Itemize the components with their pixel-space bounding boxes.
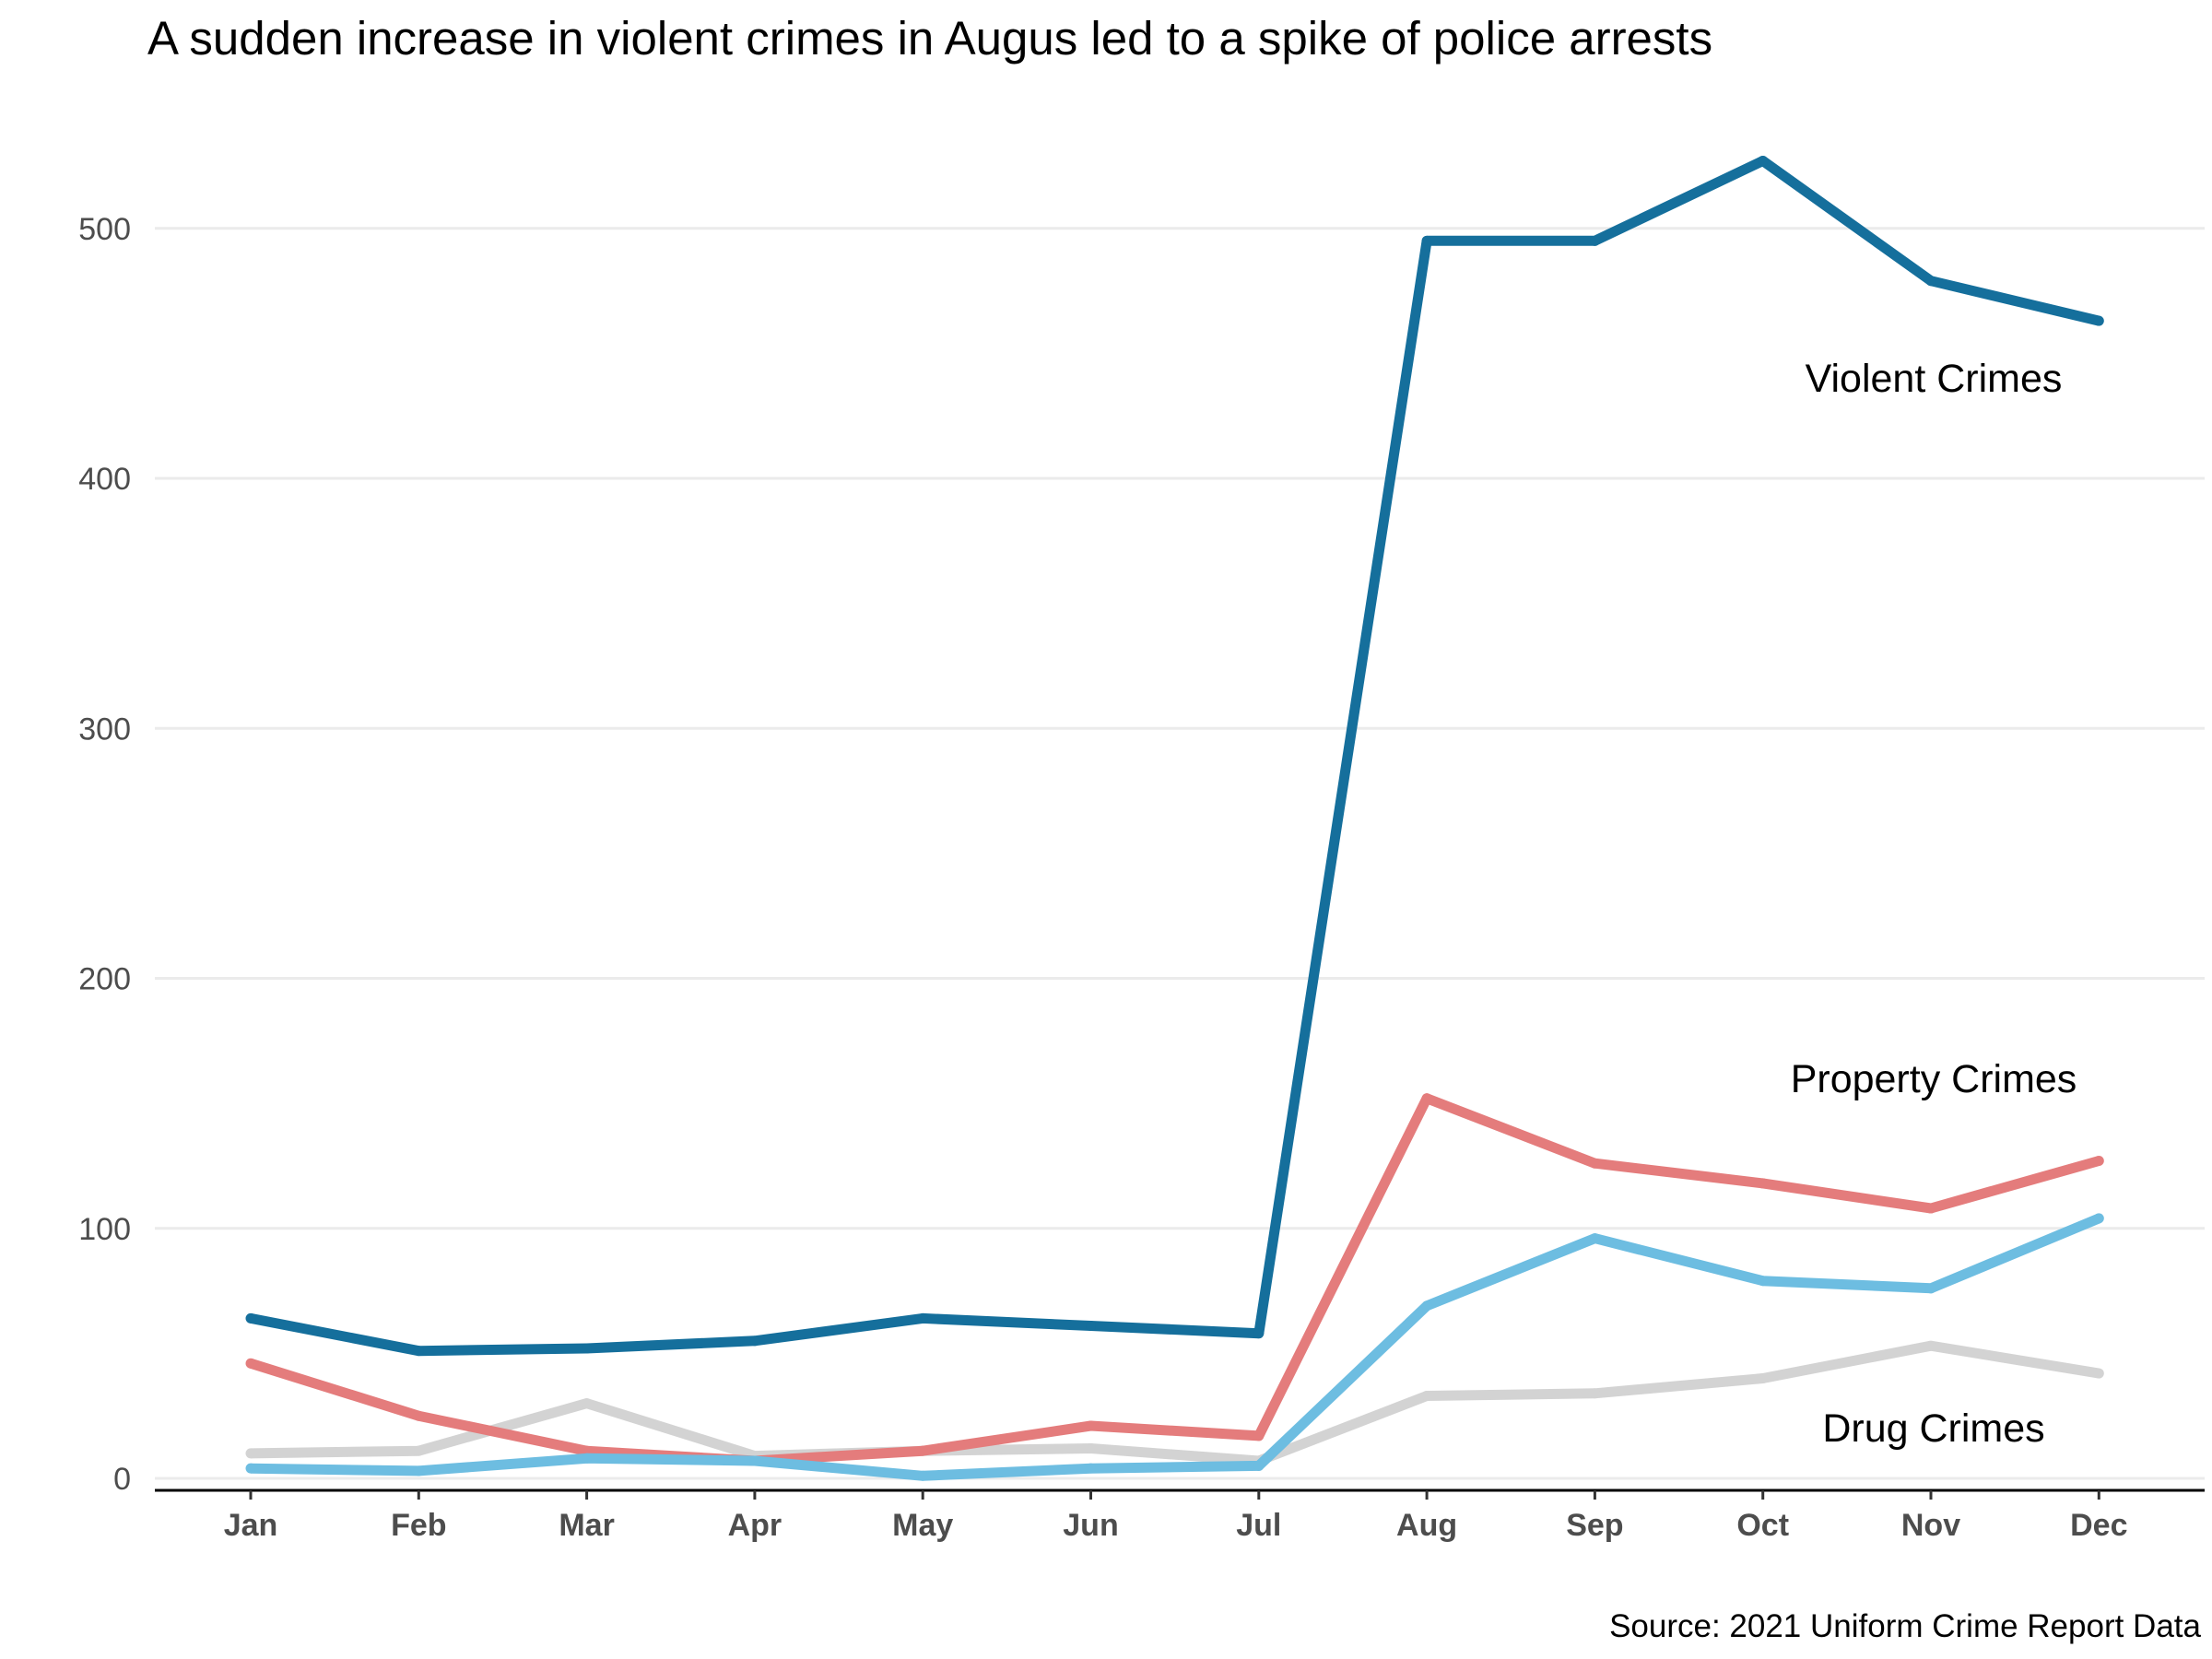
x-tick-label-nov: Nov (1901, 1508, 1960, 1543)
series-label-drug-crimes: Drug Crimes (1822, 1406, 2044, 1451)
y-tick-label-0: 0 (113, 1462, 131, 1497)
series-line-drug-gray (250, 1340, 2100, 1466)
data-point-drug-gray-mar (582, 1398, 593, 1409)
data-point-violent-crimes-mar (582, 1343, 593, 1354)
data-point-violent-crimes-jul (1253, 1328, 1265, 1339)
data-point-drug-crimes-feb (413, 1465, 424, 1477)
series-line-drug-crimes (250, 1213, 2101, 1481)
data-point-drug-crimes-oct (1758, 1276, 1769, 1287)
data-point-violent-crimes-dec (2093, 315, 2104, 326)
x-tick-label-jan: Jan (224, 1508, 278, 1543)
series-line-property-crimes (249, 1093, 2100, 1466)
data-point-property-crimes-may (917, 1445, 928, 1456)
data-point-drug-gray-jun (1086, 1442, 1096, 1453)
series-line-violent-crimes (249, 156, 2100, 1357)
data-point-drug-gray-jan (245, 1448, 256, 1459)
data-point-property-crimes-sep (1589, 1158, 1600, 1169)
y-tick-label-100: 100 (78, 1212, 131, 1247)
data-point-violent-crimes-aug (1421, 235, 1432, 246)
data-point-violent-crimes-jun (1086, 1321, 1096, 1332)
data-point-property-crimes-aug (1421, 1093, 1432, 1104)
data-point-drug-crimes-dec (2093, 1213, 2104, 1224)
x-tick-label-sep: Sep (1566, 1508, 1623, 1543)
x-tick-label-jun: Jun (1063, 1508, 1118, 1543)
series-lines (245, 156, 2104, 1481)
data-point-drug-crimes-sep (1589, 1233, 1600, 1244)
data-point-property-crimes-nov (1925, 1203, 1936, 1214)
y-axis-ticks: 0 100 200 300 400 500 (78, 212, 131, 1497)
data-point-violent-crimes-nov (1925, 276, 1936, 287)
data-point-drug-crimes-nov (1925, 1283, 1936, 1294)
y-tick-label-400: 400 (78, 462, 131, 497)
y-tick-label-500: 500 (78, 212, 131, 247)
data-point-property-crimes-oct (1758, 1178, 1769, 1189)
x-tick-label-dec: Dec (2070, 1508, 2127, 1543)
data-point-drug-crimes-jun (1086, 1463, 1096, 1474)
data-point-violent-crimes-oct (1758, 156, 1769, 167)
y-tick-label-300: 300 (78, 712, 131, 747)
chart-caption: Source: 2021 Uniform Crime Report Data (1609, 1608, 2201, 1644)
data-point-drug-crimes-jan (245, 1463, 256, 1474)
data-point-drug-gray-oct (1758, 1373, 1769, 1383)
data-point-drug-gray-aug (1421, 1390, 1432, 1401)
chart-title: A sudden increase in violent crimes in A… (147, 12, 1713, 65)
data-point-drug-gray-sep (1589, 1388, 1600, 1399)
data-point-property-crimes-jun (1086, 1420, 1096, 1431)
data-point-violent-crimes-jan (245, 1312, 256, 1324)
x-tick-label-feb: Feb (391, 1508, 446, 1543)
data-point-drug-gray-nov (1925, 1340, 1936, 1351)
data-point-property-crimes-jan (245, 1358, 256, 1369)
data-point-violent-crimes-sep (1589, 235, 1600, 246)
data-point-drug-gray-feb (413, 1445, 424, 1456)
x-tick-label-jul: Jul (1236, 1508, 1281, 1543)
x-tick-label-oct: Oct (1736, 1508, 1789, 1543)
data-point-drug-crimes-aug (1421, 1300, 1432, 1312)
series-labels: Violent Crimes Property Crimes Drug Crim… (1791, 357, 2077, 1451)
data-point-property-crimes-feb (413, 1410, 424, 1421)
data-point-drug-crimes-jul (1253, 1460, 1265, 1471)
data-point-drug-gray-dec (2093, 1368, 2104, 1379)
x-axis-ticks: Jan Feb Mar Apr May Jun Jul Aug Sep Oct Nov Dec (224, 1490, 2127, 1543)
x-tick-label-aug: Aug (1396, 1508, 1457, 1543)
data-point-violent-crimes-may (917, 1312, 928, 1324)
x-tick-label-apr: Apr (728, 1508, 782, 1543)
data-point-violent-crimes-apr (749, 1335, 760, 1347)
data-point-drug-crimes-apr (749, 1455, 760, 1466)
data-point-violent-crimes-feb (413, 1346, 424, 1357)
y-tick-label-200: 200 (78, 962, 131, 997)
data-point-property-crimes-dec (2093, 1156, 2104, 1167)
data-point-property-crimes-jul (1253, 1430, 1265, 1441)
series-label-violent-crimes: Violent Crimes (1806, 357, 2063, 401)
data-point-drug-crimes-may (917, 1470, 928, 1481)
x-tick-label-mar: Mar (559, 1508, 614, 1543)
series-label-property-crimes: Property Crimes (1791, 1057, 2077, 1101)
x-tick-label-may: May (892, 1508, 953, 1543)
data-point-drug-crimes-mar (582, 1453, 593, 1464)
